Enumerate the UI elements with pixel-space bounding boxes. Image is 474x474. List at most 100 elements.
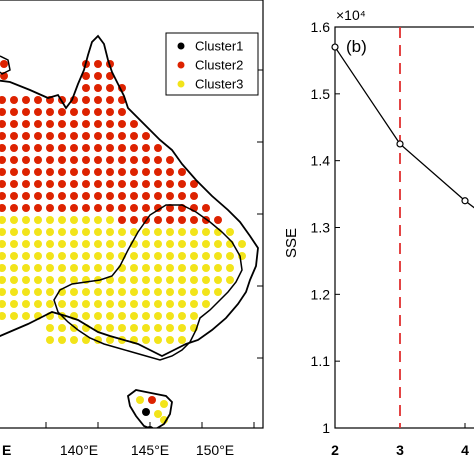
map-dot (166, 204, 174, 212)
map-dot (118, 312, 126, 320)
map-dot (154, 312, 162, 320)
map-dot (0, 108, 6, 116)
map-dot (106, 180, 114, 188)
map-dot (22, 132, 30, 140)
map-dot (94, 132, 102, 140)
map-dot (34, 252, 42, 260)
map-dot (106, 204, 114, 212)
map-dot (94, 144, 102, 152)
map-dot (58, 240, 66, 248)
map-dot (58, 192, 66, 200)
map-dot (58, 204, 66, 212)
map-dot (0, 144, 6, 152)
map-dot (142, 300, 150, 308)
map-dot (178, 168, 186, 176)
map-dot (0, 204, 6, 212)
map-dot (94, 84, 102, 92)
coastline (0, 34, 259, 358)
map-dot (70, 336, 78, 344)
map-dot (190, 312, 198, 320)
map-dot (58, 216, 66, 224)
map-dot (178, 324, 186, 332)
map-dot (118, 240, 126, 248)
map-dot (34, 180, 42, 188)
map-dot (70, 276, 78, 284)
map-dot (202, 240, 210, 248)
map-dot (154, 336, 162, 344)
map-dot (226, 252, 234, 260)
map-dot (130, 216, 138, 224)
map-dot (82, 120, 90, 128)
map-dot (118, 300, 126, 308)
map-dot (58, 132, 66, 140)
map-dot (58, 120, 66, 128)
map-dot (70, 132, 78, 140)
map-dot (106, 144, 114, 152)
map-dot (142, 132, 150, 140)
map-dot (0, 60, 8, 68)
map-dot (106, 96, 114, 104)
map-dot (154, 410, 162, 418)
map-dot (118, 276, 126, 284)
map-dot (10, 108, 18, 116)
map-dot (226, 264, 234, 272)
map-dot (154, 216, 162, 224)
map-dot (142, 228, 150, 236)
sse-series-line (334, 46, 474, 209)
map-dot (106, 84, 114, 92)
map-dot (94, 228, 102, 236)
map-dot (46, 228, 54, 236)
map-dot (106, 108, 114, 116)
map-dot (10, 252, 18, 260)
map-dot (160, 400, 168, 408)
map-dot (118, 324, 126, 332)
map-dot (202, 252, 210, 260)
sse-point (331, 43, 339, 51)
legend-marker-cluster1 (177, 42, 185, 50)
map-dot (0, 180, 6, 188)
map-dot (118, 132, 126, 140)
map-dot (178, 240, 186, 248)
map-dot (70, 300, 78, 308)
map-dot (70, 240, 78, 248)
map-dot (58, 168, 66, 176)
sse-panel: 1 1.1 1.2 1.3 1.4 1.5 1.6 2 3 4 ×10⁴ (b) SSE (283, 7, 474, 458)
map-x-ticks (45, 422, 255, 428)
map-dot (0, 276, 6, 284)
map-dot (10, 312, 18, 320)
map-dot (130, 180, 138, 188)
map-dot (106, 192, 114, 200)
map-dot (142, 264, 150, 272)
map-dot (0, 168, 6, 176)
map-dot (130, 300, 138, 308)
map-dot (106, 312, 114, 320)
map-dot (0, 300, 6, 308)
map-dot (94, 108, 102, 116)
map-dot (34, 168, 42, 176)
map-dot (58, 324, 66, 332)
map-dot (94, 168, 102, 176)
map-dot (130, 168, 138, 176)
sse-plot-frame (334, 26, 474, 429)
map-dot (82, 336, 90, 344)
map-dot (166, 264, 174, 272)
map-dot (130, 156, 138, 164)
map-dot (46, 192, 54, 200)
map-dot (34, 144, 42, 152)
map-dot (130, 192, 138, 200)
map-dot (70, 204, 78, 212)
sse-points (331, 43, 469, 205)
map-dot (34, 288, 42, 296)
map-dot (202, 228, 210, 236)
map-dot (46, 240, 54, 248)
map-dot (130, 288, 138, 296)
map-dot (166, 312, 174, 320)
map-dot (70, 216, 78, 224)
map-dot (70, 288, 78, 296)
map-dot (22, 120, 30, 128)
map-dot (142, 168, 150, 176)
map-dot (154, 264, 162, 272)
map-dot (202, 276, 210, 284)
map-x-tick-2: 145°E (131, 442, 169, 458)
map-dot (58, 264, 66, 272)
